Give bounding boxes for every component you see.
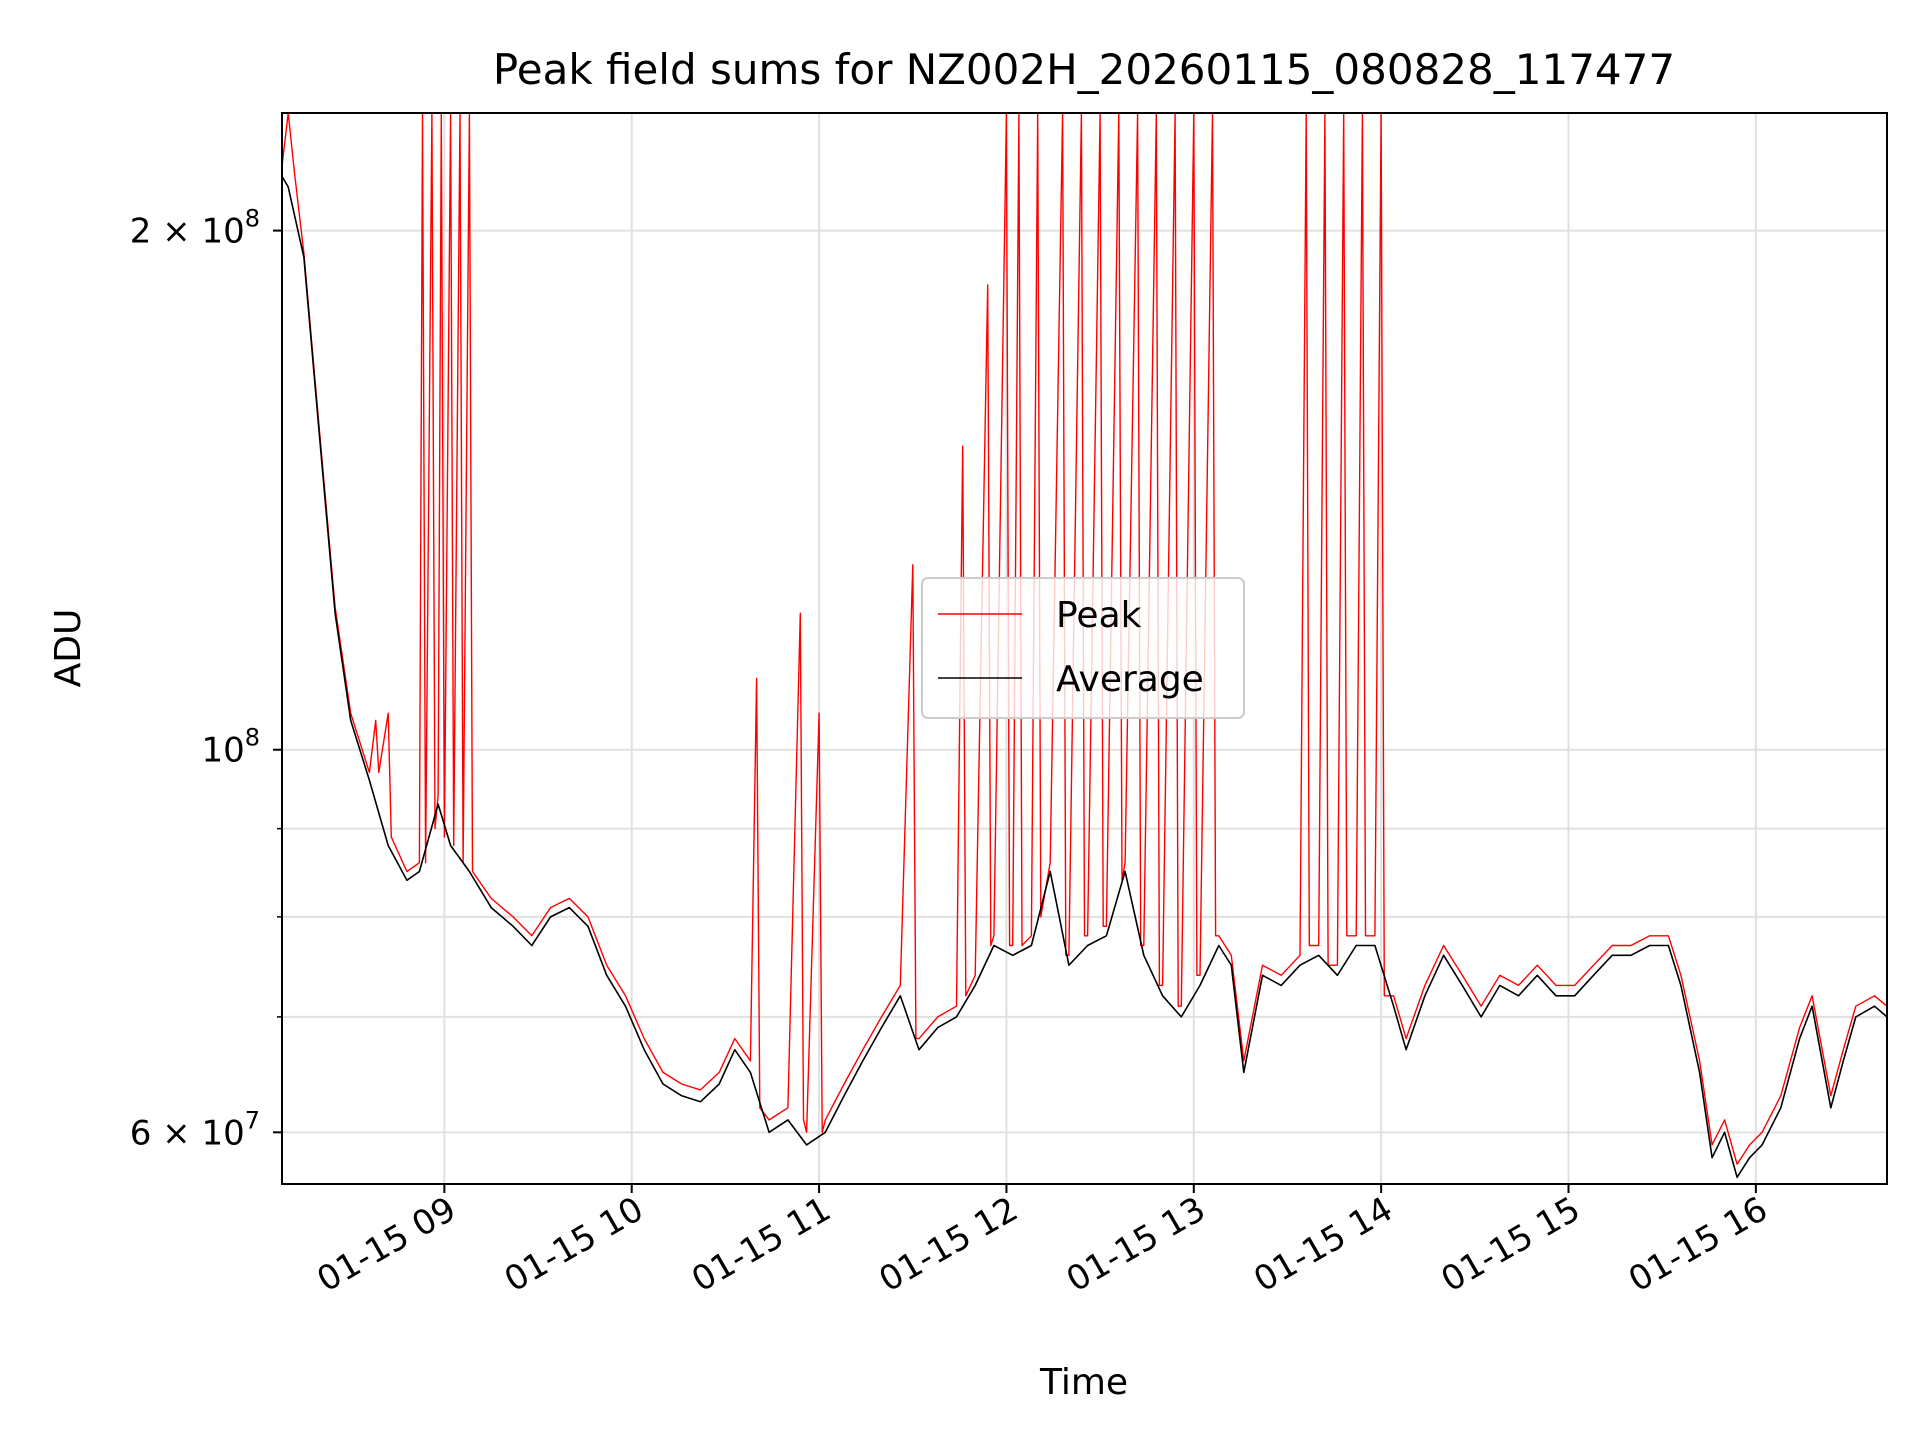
- legend-average-label: Average: [1056, 659, 1204, 700]
- plot-frame: [281, 112, 1888, 1185]
- chart-title: Peak field sums for NZ002H_20260115_0808…: [493, 45, 1675, 94]
- y-tick-label: 108: [201, 724, 260, 771]
- y-axis-label: ADU: [48, 609, 89, 688]
- x-axis-label: Time: [1039, 1362, 1128, 1403]
- legend-peak-label: Peak: [1056, 595, 1142, 636]
- y-axis: 6 × 107 108 2 × 108: [130, 205, 282, 1153]
- legend-box: [921, 577, 1245, 719]
- y-tick-label: 6 × 107: [130, 1106, 260, 1153]
- legend: Peak Average: [921, 577, 1245, 719]
- y-tick-label: 2 × 108: [130, 205, 260, 252]
